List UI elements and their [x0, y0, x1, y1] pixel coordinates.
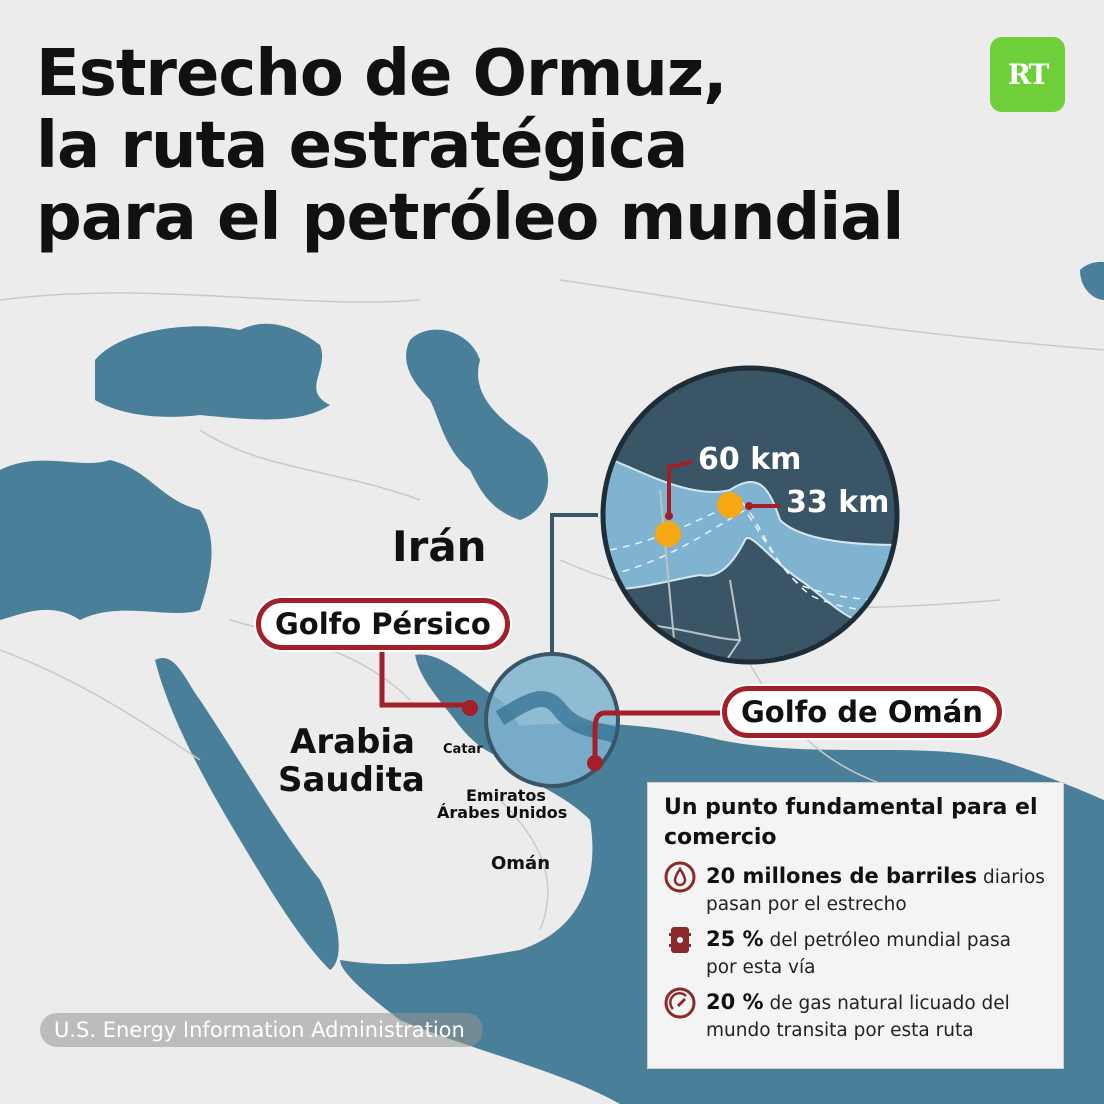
label-33km: 33 km [786, 485, 890, 520]
barrel-icon [669, 927, 691, 953]
info-text: de gas natural licuado del mundo transit… [706, 993, 1010, 1041]
marker-60km [655, 521, 681, 547]
page-title: Estrecho de Ormuz, la ruta estratégica p… [36, 37, 904, 255]
label-catar: Catar [443, 742, 483, 757]
ne-sea [1080, 261, 1104, 300]
info-item: 25 % del petróleo mundial pasa por esta … [664, 926, 1047, 981]
strait-inset [600, 365, 900, 665]
title-line: Estrecho de Ormuz, [36, 37, 727, 111]
black-sea [95, 323, 330, 420]
info-value: 25 % [706, 927, 764, 951]
callout-golfo-oman: Golfo de Omán [722, 686, 1002, 738]
label-iran: Irán [392, 522, 487, 571]
title-line: la ruta estratégica [36, 109, 688, 183]
info-value: 20 millones de barriles [706, 864, 978, 888]
info-heading: Un punto fundamental para el comercio [664, 795, 1038, 850]
info-text: diarios pasan por el estrecho [706, 867, 1045, 915]
info-value: 20 % [706, 990, 764, 1014]
label-arabia: Arabia [290, 722, 415, 762]
label-60km: 60 km [698, 442, 802, 477]
caspian-sea [406, 329, 549, 520]
mediterranean-sea [0, 460, 212, 620]
red-sea [155, 658, 339, 970]
marker-33km [717, 492, 743, 518]
label-oman: Omán [491, 853, 551, 874]
label-arabes-unidos: Árabes Unidos [437, 803, 568, 822]
title-line: para el petróleo mundial [36, 181, 904, 255]
source-credit: U.S. Energy Information Administration [40, 1013, 483, 1047]
label-emiratos: Emiratos [466, 786, 546, 805]
label-saudita: Saudita [278, 760, 425, 800]
info-text: del petróleo mundial pasa por esta vía [706, 930, 1011, 978]
info-item: 20 % de gas natural licuado del mundo tr… [664, 987, 1047, 1044]
info-box: Un punto fundamental para el comercio 20… [647, 782, 1064, 1069]
gauge-icon [664, 987, 696, 1019]
oil-drop-icon [664, 861, 696, 893]
info-item: 20 millones de barriles diarios pasan po… [664, 861, 1047, 918]
rt-logo: RT [990, 37, 1065, 112]
callout-golfo-persico: Golfo Pérsico [256, 598, 510, 650]
